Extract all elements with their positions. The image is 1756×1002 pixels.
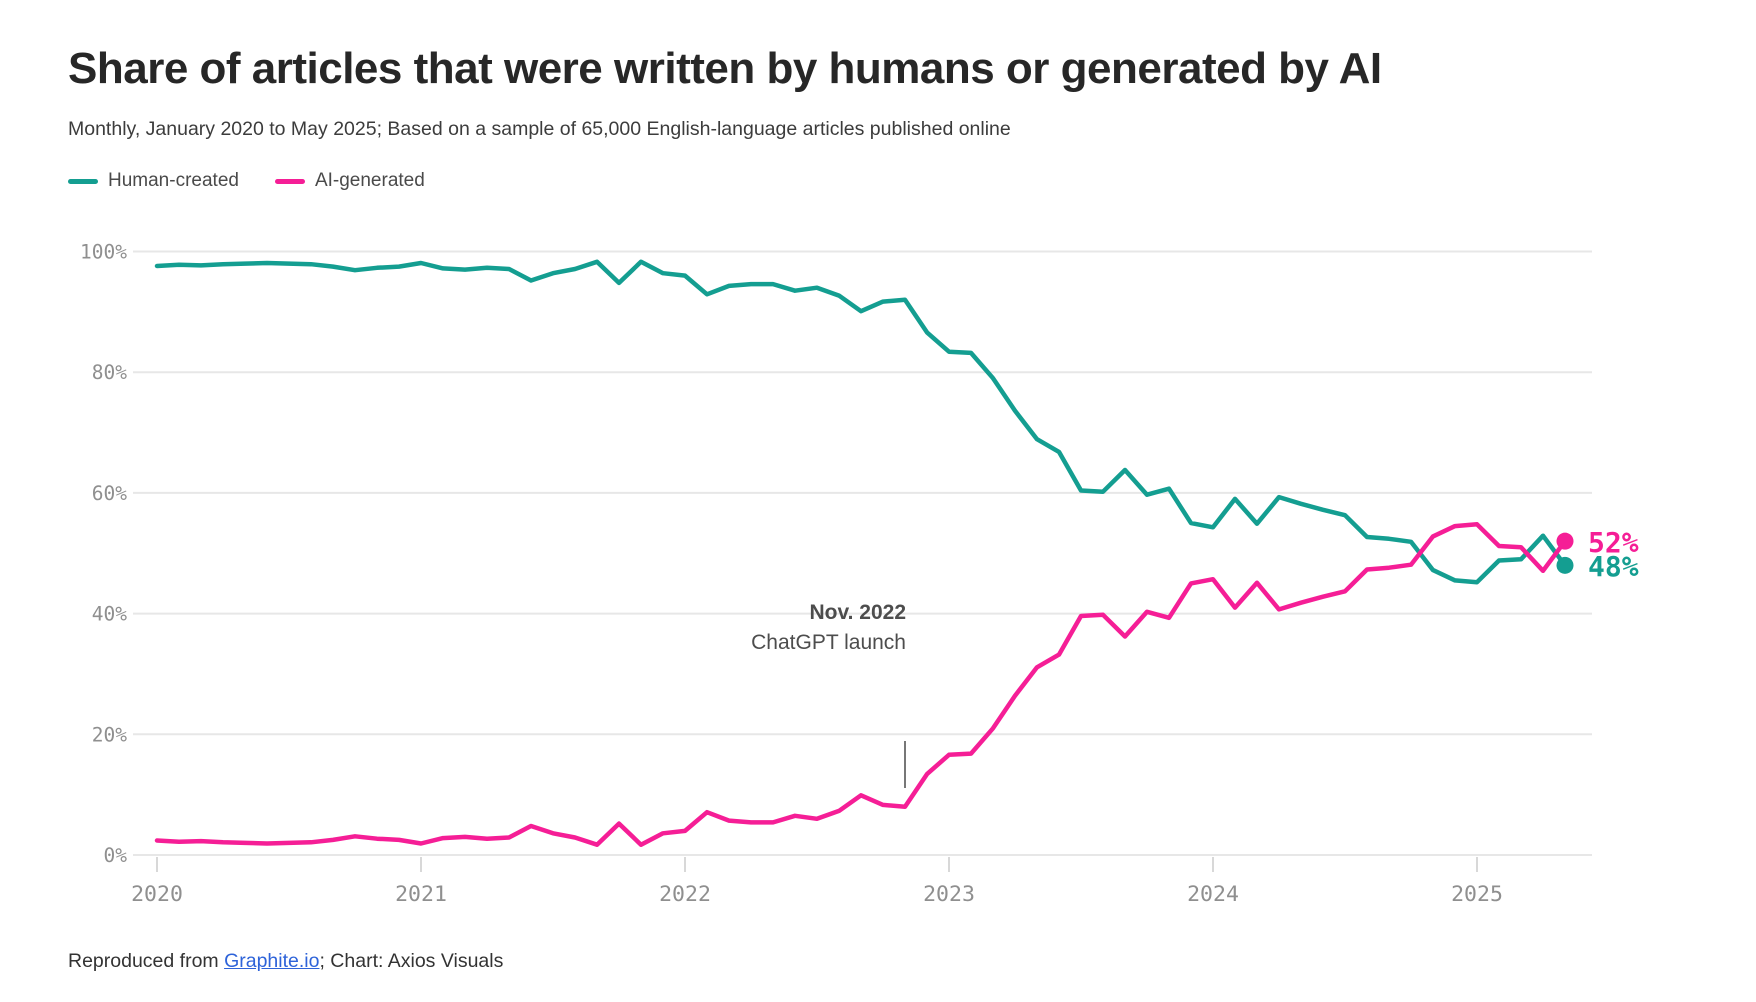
annotation-text: ChatGPT launch [751, 631, 906, 655]
y-axis-tick-label: 60% [92, 482, 127, 505]
x-axis-tick-label: 2021 [395, 882, 447, 907]
ai-generated-line [154, 522, 1568, 847]
graphite-link[interactable]: Graphite.io [224, 950, 320, 972]
legend-item-human-created: Human-created [68, 170, 239, 192]
legend-item-ai-generated: AI-generated [274, 170, 425, 192]
credit-suffix: ; Chart: Axios Visuals [319, 950, 504, 972]
y-axis-tick-label: 80% [92, 361, 127, 384]
ai-generated-end-dot [1556, 532, 1574, 550]
ai-generated-end-value: 52% [1588, 526, 1639, 560]
y-axis-tick-label: 100% [80, 241, 127, 264]
legend-label: AI-generated [314, 170, 425, 191]
chatgpt-launch-annotation: Nov. 2022 ChatGPT launch [751, 598, 906, 659]
x-axis-tick-label: 2023 [923, 882, 975, 907]
annotation-date: Nov. 2022 [809, 601, 907, 624]
human-created-line [154, 259, 1568, 585]
credit-prefix: Reproduced from [68, 950, 225, 972]
x-axis-tick-label: 2020 [131, 882, 183, 907]
legend-label: Human-created [108, 170, 239, 191]
legend: Human-created AI-generated [68, 170, 425, 192]
human-created-end-value: 48% [1588, 550, 1639, 584]
chart-subtitle: Monthly, January 2020 to May 2025; Based… [68, 118, 1011, 140]
x-axis-tick-label: 2024 [1187, 882, 1239, 907]
source-credit: Reproduced from Graphite.io; Chart: Axio… [68, 950, 503, 973]
x-axis-tick-label: 2025 [1451, 882, 1503, 907]
y-axis-tick-label: 20% [92, 723, 127, 746]
x-axis-tick-label: 2022 [659, 882, 711, 907]
y-axis-tick-label: 0% [104, 844, 128, 867]
legend-swatch [68, 178, 98, 184]
legend-swatch [274, 178, 305, 184]
human-created-end-dot [1556, 556, 1574, 574]
page-title: Share of articles that were written by h… [68, 44, 1382, 93]
y-axis-tick-label: 40% [92, 603, 127, 626]
